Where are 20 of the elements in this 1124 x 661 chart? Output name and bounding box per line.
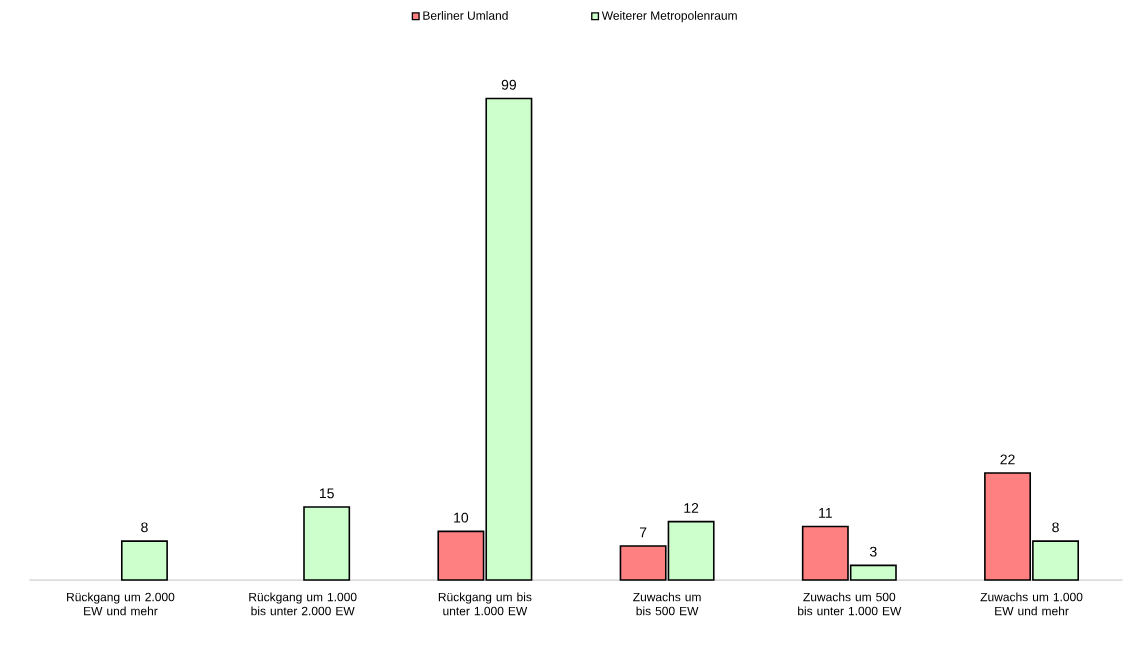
data-label: 8 [1052,522,1059,533]
data-label: 15 [319,488,334,499]
x-tick-label: Rückgang um 2.000 EW und mehr [67,592,175,616]
x-tick-label: Zuwachs um 1.000 EW und mehr [980,592,1083,616]
data-label: 8 [141,522,148,533]
data-label: 12 [684,502,699,513]
data-label: 3 [869,546,877,557]
x-tick-label: Rückgang um bis unter 1.000 EW [438,592,532,616]
data-label: 11 [819,507,832,518]
data-label: 10 [454,512,469,523]
x-tick-label: Rückgang um 1.000 bis unter 2.000 EW [249,592,357,616]
bar [120,540,168,581]
data-label: 99 [501,79,516,90]
x-tick-label: Zuwachs um 500 bis unter 1.000 EW [798,592,902,616]
bar [303,506,351,581]
legend-label: Weiterer Metropolenraum [601,10,737,23]
data-label: 22 [1000,454,1015,465]
legend-label: Berliner Umland [423,10,508,20]
data-label: 7 [639,527,647,537]
x-tick-label: Zuwachs um bis 500 EW [633,592,701,616]
